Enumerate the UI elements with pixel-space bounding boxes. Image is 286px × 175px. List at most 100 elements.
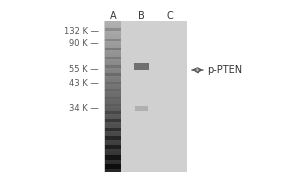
Bar <box>105 36 121 38</box>
Bar <box>105 53 121 55</box>
Bar <box>105 49 121 51</box>
Bar <box>105 77 121 79</box>
Bar <box>105 39 121 42</box>
Bar <box>105 75 121 77</box>
Bar <box>105 162 121 164</box>
Bar <box>105 94 121 96</box>
Bar <box>105 100 121 102</box>
Bar <box>105 139 121 141</box>
Bar <box>105 81 121 83</box>
Bar <box>105 60 121 62</box>
Bar <box>134 63 149 70</box>
Bar <box>105 156 121 158</box>
Text: A: A <box>110 11 116 21</box>
Bar <box>105 136 121 140</box>
Bar <box>105 155 121 160</box>
Text: B: B <box>138 11 145 21</box>
Bar <box>105 97 121 99</box>
Bar <box>105 113 121 115</box>
Bar <box>105 89 121 91</box>
Bar <box>105 64 121 66</box>
Bar <box>105 41 121 44</box>
Bar <box>105 96 121 98</box>
Bar <box>105 128 121 130</box>
Bar <box>105 73 121 76</box>
Bar <box>105 119 121 122</box>
Bar <box>105 169 121 172</box>
Bar <box>105 83 121 85</box>
Bar <box>105 65 121 68</box>
Bar <box>105 141 121 143</box>
Bar <box>105 107 121 109</box>
Bar <box>105 132 121 134</box>
Bar <box>105 111 121 114</box>
Bar <box>105 69 121 72</box>
Bar <box>105 56 121 59</box>
Bar <box>105 164 121 169</box>
Bar <box>105 154 121 156</box>
Bar <box>105 147 121 149</box>
Bar <box>105 102 121 104</box>
Bar <box>105 167 121 170</box>
Text: 34 K —: 34 K — <box>69 104 99 113</box>
Text: C: C <box>167 11 174 21</box>
Bar <box>105 145 121 147</box>
Bar <box>105 88 121 91</box>
Text: 90 K —: 90 K — <box>69 39 99 48</box>
Text: 132 K —: 132 K — <box>64 27 99 36</box>
Bar <box>105 124 121 126</box>
Bar <box>105 117 121 119</box>
Bar <box>105 137 121 139</box>
Bar <box>105 82 121 84</box>
Bar <box>105 39 121 41</box>
Bar <box>105 38 121 40</box>
Bar <box>105 90 121 92</box>
Bar <box>105 79 121 81</box>
Bar <box>105 158 121 160</box>
Bar <box>105 150 121 153</box>
Bar <box>105 149 121 151</box>
Bar <box>105 86 121 89</box>
Text: 43 K —: 43 K — <box>69 79 99 89</box>
Text: 55 K —: 55 K — <box>69 65 99 75</box>
Bar <box>105 45 121 47</box>
Bar <box>105 62 121 64</box>
Bar <box>105 24 121 27</box>
Bar <box>105 43 121 46</box>
Bar <box>105 111 121 113</box>
Bar <box>105 32 121 34</box>
Bar <box>105 92 121 94</box>
Bar <box>105 105 121 107</box>
Bar <box>105 134 121 136</box>
Bar <box>105 57 121 59</box>
Bar <box>105 160 121 162</box>
Bar <box>105 47 121 49</box>
Bar <box>105 143 121 145</box>
Bar <box>105 30 121 32</box>
Bar <box>105 128 121 131</box>
Bar <box>105 164 121 166</box>
Bar <box>105 115 121 117</box>
Bar <box>105 120 121 122</box>
Bar <box>105 85 121 87</box>
Bar <box>105 126 121 128</box>
Bar <box>105 48 121 50</box>
Bar <box>105 118 121 121</box>
Bar <box>105 104 121 106</box>
Bar <box>104 21 187 172</box>
Text: p-PTEN: p-PTEN <box>207 65 243 75</box>
Bar <box>105 68 121 70</box>
Bar <box>105 66 121 68</box>
Bar <box>105 58 121 61</box>
Bar <box>105 166 121 168</box>
Bar <box>105 21 121 23</box>
Bar <box>105 28 121 31</box>
Bar <box>105 26 121 29</box>
Bar <box>105 130 121 132</box>
Bar <box>105 23 121 25</box>
Bar <box>135 106 148 111</box>
Bar <box>105 135 121 138</box>
Bar <box>105 28 121 30</box>
Bar <box>105 109 121 111</box>
Bar <box>105 34 121 36</box>
